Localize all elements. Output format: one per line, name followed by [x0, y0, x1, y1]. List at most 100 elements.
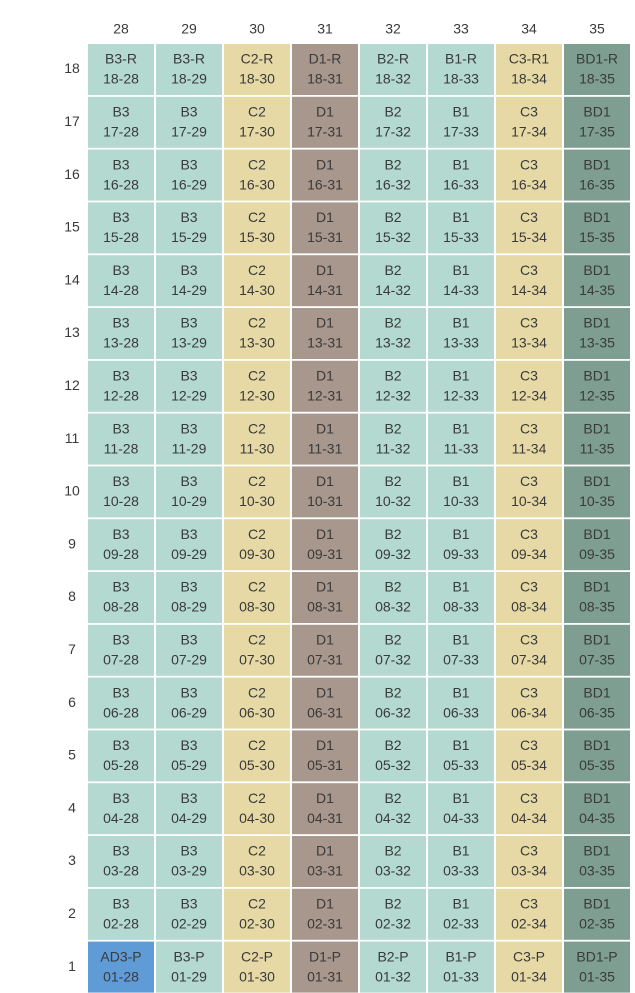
unit-code: 14-28: [103, 282, 139, 298]
unit-code: 10-35: [579, 493, 615, 509]
unit-cell: [224, 149, 290, 201]
unit-cell: [88, 941, 154, 993]
unit-code: 12-34: [511, 388, 547, 404]
unit-code: 11-31: [308, 440, 343, 456]
unit-code: 03-32: [375, 863, 411, 879]
unit-type: B2: [384, 156, 401, 172]
unit-cell: [564, 730, 630, 782]
unit-type: D1: [316, 262, 334, 278]
unit-code: 04-31: [307, 810, 343, 826]
unit-code: 07-30: [239, 652, 275, 668]
unit-type: BD1-R: [576, 51, 618, 67]
unit-type: B2: [384, 896, 401, 912]
unit-code: 15-34: [511, 229, 547, 245]
unit-cell: [88, 624, 154, 676]
unit-cell: [360, 96, 426, 148]
unit-type: B3: [112, 632, 129, 648]
column-label: 29: [181, 21, 197, 37]
unit-type: B1: [452, 684, 469, 700]
unit-cell: [564, 572, 630, 623]
unit-cell: [88, 308, 154, 359]
unit-type: C3: [520, 209, 538, 225]
unit-cell: [292, 308, 358, 359]
unit-cell: [564, 255, 630, 307]
unit-code: 16-30: [239, 176, 275, 192]
unit-cell: [224, 44, 290, 95]
unit-type: C3: [520, 104, 538, 120]
unit-code: 13-30: [239, 335, 275, 351]
unit-type: C3: [520, 579, 538, 595]
unit-type: C2: [248, 262, 266, 278]
unit-cell: [428, 941, 494, 993]
unit-cell: [496, 730, 562, 782]
unit-code: 10-32: [375, 493, 411, 509]
unit-cell: [88, 466, 154, 518]
unit-type: B3: [180, 843, 197, 859]
unit-cell: [156, 308, 222, 359]
unit-type: D1: [316, 209, 334, 225]
unit-cell: [360, 519, 426, 571]
unit-cell: [156, 466, 222, 518]
unit-cell: [496, 888, 562, 940]
unit-code: 01-35: [579, 968, 615, 984]
row-label: 11: [65, 430, 80, 446]
unit-cell: [496, 308, 562, 359]
unit-type: B3: [112, 156, 129, 172]
unit-code: 04-30: [239, 810, 275, 826]
unit-code: 14-29: [171, 282, 207, 298]
row-label: 4: [68, 799, 76, 815]
unit-code: 05-29: [171, 757, 207, 773]
unit-type: B3: [180, 632, 197, 648]
unit-type: B1: [452, 156, 469, 172]
unit-type: B3: [112, 368, 129, 384]
row-label: 2: [68, 905, 76, 921]
unit-code: 14-32: [375, 282, 411, 298]
unit-code: 09-32: [375, 546, 411, 562]
unit-code: 16-31: [307, 176, 343, 192]
column-label: 28: [113, 21, 129, 37]
unit-code: 12-35: [579, 388, 615, 404]
unit-cell: [88, 783, 154, 835]
unit-type: C3-R1: [509, 51, 550, 67]
unit-code: 02-33: [443, 916, 479, 932]
unit-code: 06-35: [579, 704, 615, 720]
unit-code: 01-33: [443, 968, 479, 984]
unit-code: 13-31: [307, 335, 343, 351]
unit-code: 07-28: [103, 652, 139, 668]
unit-type: C2: [248, 737, 266, 753]
unit-code: 10-31: [307, 493, 343, 509]
unit-code: 12-30: [239, 388, 275, 404]
unit-type: BD1: [583, 209, 610, 225]
unit-cell: [496, 202, 562, 254]
unit-code: 02-30: [239, 916, 275, 932]
unit-code: 11-33: [444, 440, 479, 456]
unit-cell: [360, 202, 426, 254]
unit-code: 02-29: [171, 916, 207, 932]
unit-type: B3: [180, 896, 197, 912]
unit-code: 04-35: [579, 810, 615, 826]
unit-cell: [224, 677, 290, 729]
unit-cell: [156, 413, 222, 465]
unit-type: C3: [520, 632, 538, 648]
unit-code: 14-34: [511, 282, 547, 298]
unit-code: 13-32: [375, 335, 411, 351]
unit-type: B3: [180, 104, 197, 120]
unit-cell: [88, 44, 154, 95]
unit-type: B3: [180, 156, 197, 172]
unit-cell: [88, 730, 154, 782]
unit-code: 09-28: [103, 546, 139, 562]
unit-type: C2: [248, 632, 266, 648]
unit-code: 01-32: [375, 968, 411, 984]
unit-cell: [224, 96, 290, 148]
unit-type: B3: [112, 526, 129, 542]
unit-type: D1: [316, 156, 334, 172]
unit-type: D1: [316, 790, 334, 806]
unit-type: C3: [520, 368, 538, 384]
unit-type: B3: [112, 104, 129, 120]
unit-cell: [496, 677, 562, 729]
unit-type: C2: [248, 790, 266, 806]
unit-type: BD1: [583, 632, 610, 648]
unit-type: B3: [112, 790, 129, 806]
unit-code: 07-33: [443, 652, 479, 668]
